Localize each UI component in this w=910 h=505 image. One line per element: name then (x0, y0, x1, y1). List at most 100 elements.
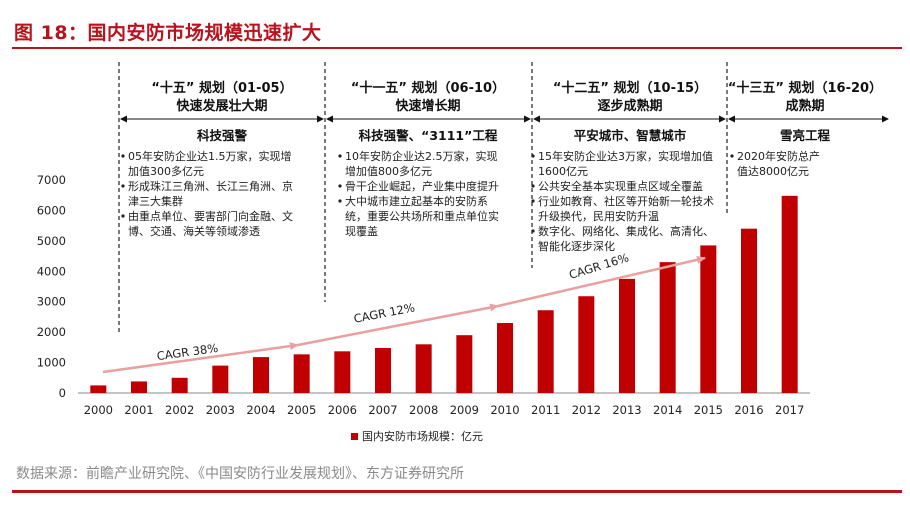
period-subtitle: 快速发展壮大期 (176, 98, 267, 114)
x-tick-label: 2004 (246, 403, 275, 417)
x-tick-label: 2000 (84, 403, 113, 417)
bar-2016 (741, 228, 757, 393)
bar-2013 (619, 278, 635, 393)
period-subtitle: 逐步成熟期 (597, 98, 662, 114)
bar-2001 (131, 381, 147, 393)
arrow-right-icon (524, 115, 531, 123)
bullet-icon (338, 154, 342, 158)
cagr-arrow (297, 303, 499, 347)
legend-layer: 国内安防市场规模：亿元 (351, 429, 483, 443)
legend-swatch (351, 433, 358, 440)
x-tick-label: 2012 (572, 403, 601, 417)
arrow-left-icon (728, 115, 735, 123)
period-title: “十五” 规划（01-05） (151, 80, 292, 96)
x-tick-label: 2015 (694, 403, 723, 417)
data-source: 数据来源：前瞻产业研究院、《中国安防行业发展规划》、东方证券研究所 (16, 466, 464, 482)
y-tick-label: 0 (59, 386, 66, 400)
cagr-layer: CAGR 38%CAGR 12%CAGR 16% (102, 250, 706, 374)
x-tick-label: 2003 (206, 403, 235, 417)
arrow-left-icon (533, 115, 540, 123)
x-tick-label: 2007 (368, 403, 397, 417)
axis-layer: 0 1000 2000 3000 4000 5000 6000 7000 2000 2001 200… (37, 173, 810, 417)
arrow-left-icon (326, 115, 333, 123)
period-note-line: 行业如教育、社区等开始新一轮技术 (538, 194, 714, 208)
period-theme: 雪亮工程 (780, 128, 831, 143)
bullet-icon (338, 199, 342, 203)
period-note-line: 骨干企业崛起，产业集中度提升 (345, 179, 499, 193)
period-note-line: 升级换代，民用安防升温 (538, 209, 659, 223)
bar-2007 (375, 347, 391, 393)
arrow-right-icon (719, 115, 726, 123)
bullet-icon (531, 229, 535, 233)
period-note-line: 博、交通、海关等领域渗透 (128, 224, 260, 238)
x-tick-label: 2016 (734, 403, 763, 417)
period-subtitle: 快速增长期 (395, 98, 460, 114)
y-tick-label: 4000 (37, 264, 66, 278)
period-note-line: 2020年安防总产 (737, 149, 820, 163)
bullet-icon (531, 199, 535, 203)
period-note-line: 05年安防企业达1.5万家，实现增 (128, 149, 292, 163)
period-title: “十三五” 规划（16-20） (728, 80, 882, 96)
bar-2005 (293, 354, 310, 393)
bar-2012 (578, 296, 595, 393)
x-tick-label: 2014 (653, 403, 682, 417)
period-note-line: 现覆盖 (345, 224, 378, 238)
bar-2000 (90, 385, 107, 393)
x-tick-label: 2017 (775, 403, 804, 417)
bars-layer (90, 195, 798, 393)
y-tick-label: 5000 (37, 234, 66, 248)
cagr-label: CAGR 12% (353, 300, 416, 326)
period-note-line: 公共安全基本实现重点区域全覆盖 (538, 179, 703, 193)
bar-2004 (253, 357, 269, 393)
bar-2009 (456, 335, 473, 393)
bar-2014 (659, 262, 676, 393)
arrow-left-icon (120, 115, 127, 123)
bar-2015 (700, 245, 717, 393)
cagr-arrow (497, 255, 706, 308)
period-note-line: 15年安防企业达3万家，实现增加值 (538, 149, 713, 163)
x-tick-label: 2010 (490, 403, 519, 417)
y-tick-label: 3000 (37, 295, 66, 309)
period-title: “十二五” 规划（10-15） (553, 80, 707, 96)
period-theme: 平安城市、智慧城市 (574, 128, 687, 143)
x-tick-label: 2008 (409, 403, 438, 417)
bar-2002 (171, 377, 188, 393)
period-note-line: 数字化、网络化、集成化、高清化、 (538, 224, 714, 238)
bullet-icon (338, 184, 342, 188)
period-note-line: 加值300多亿元 (128, 164, 204, 178)
bottom-divider (12, 490, 902, 493)
y-tick-label: 7000 (37, 173, 66, 187)
bar-2011 (537, 310, 554, 393)
period-theme: 科技强警、“3111”工程 (359, 128, 498, 143)
x-tick-label: 2011 (531, 403, 560, 417)
y-tick-label: 6000 (37, 203, 66, 217)
bar-2008 (415, 344, 432, 393)
bar-2010 (497, 323, 513, 393)
y-tick-label: 1000 (37, 356, 66, 370)
top-divider (12, 47, 902, 49)
arrow-right-icon (317, 115, 324, 123)
period-subtitle: 成熟期 (785, 98, 824, 114)
period-note-line: 智能化逐步深化 (538, 239, 615, 253)
bar-2017 (781, 195, 798, 393)
period-note-line: 值达8000亿元 (737, 165, 809, 178)
x-tick-label: 2005 (287, 403, 316, 417)
x-tick-label: 2013 (612, 403, 641, 417)
cagr-arrow (102, 342, 299, 374)
period-note-line: 增加值800多亿元 (345, 164, 432, 178)
bullet-icon (531, 154, 535, 158)
x-tick-label: 2006 (328, 403, 357, 417)
period-note-line: 10年安防企业达2.5万家，实现 (345, 149, 498, 163)
y-tick-label: 2000 (37, 325, 66, 339)
bullet-icon (121, 154, 125, 158)
x-tick-label: 2001 (124, 403, 153, 417)
period-note-line: 由重点单位、要害部门向金融、文 (128, 209, 293, 223)
period-note-line: 津三大集群 (128, 194, 183, 208)
period-title: “十一五” 规划（06-10） (351, 80, 505, 96)
bullet-icon (531, 184, 535, 188)
